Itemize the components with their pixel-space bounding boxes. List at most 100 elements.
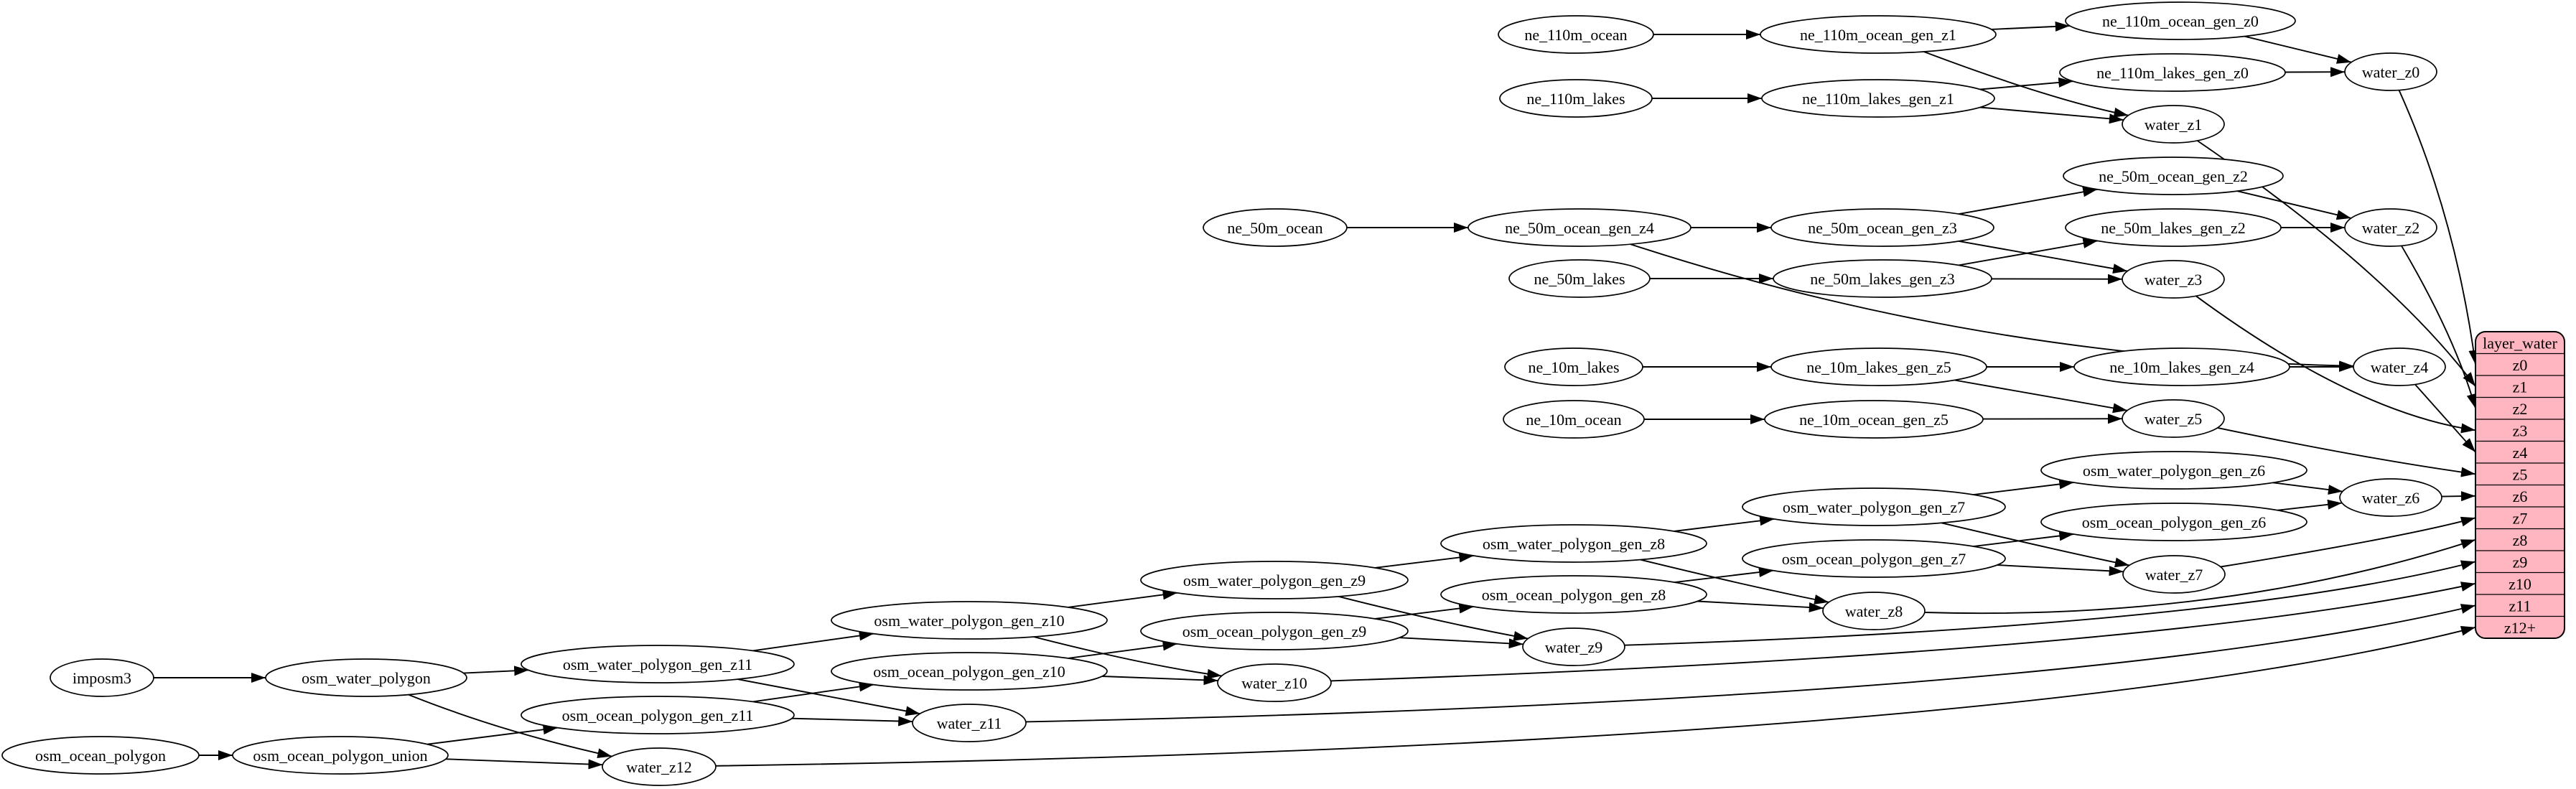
edge-ne_50m_ocean_gen_z3-to-water_z3	[1959, 240, 2128, 274]
node-label-osm_ocean_polygon_gen_z6: osm_ocean_polygon_gen_z6	[2082, 513, 2267, 531]
node-ne_110m_ocean: ne_110m_ocean	[1498, 15, 1654, 54]
node-water_z6: water_z6	[2339, 478, 2442, 517]
edge-ne_110m_lakes_gen_z1-to-ne_110m_lakes_gen_z0	[1980, 77, 2073, 90]
node-label-osm_ocean_polygon_gen_z10: osm_ocean_polygon_gen_z10	[873, 663, 1065, 681]
edge-osm_ocean_polygon_union-to-water_z12	[445, 758, 603, 770]
edge-water_z11-to-layer_water-z11	[1025, 604, 2476, 723]
node-water_z0: water_z0	[2344, 52, 2437, 91]
node-label-osm_water_polygon_gen_z10: osm_water_polygon_gen_z10	[874, 612, 1064, 630]
node-ellipse-ne_50m_ocean_gen_z2	[2063, 157, 2284, 195]
node-osm_water_polygon_gen_z7: osm_water_polygon_gen_z7	[1742, 487, 2006, 526]
node-ellipse-osm_ocean_polygon_gen_z10	[831, 652, 1108, 691]
node-water_z2: water_z2	[2344, 208, 2437, 247]
node-water_z12: water_z12	[602, 747, 717, 786]
node-ellipse-ne_50m_ocean_gen_z3	[1770, 208, 1994, 247]
node-label-ne_50m_ocean_gen_z4: ne_50m_ocean_gen_z4	[1505, 219, 1654, 237]
node-ellipse-osm_water_polygon_gen_z8	[1440, 524, 1707, 563]
edge-osm_water_polygon_gen_z8-to-osm_water_polygon_gen_z7	[1674, 515, 1775, 532]
node-ne_110m_ocean_gen_z1: ne_110m_ocean_gen_z1	[1760, 15, 1997, 54]
edge-ne_50m_ocean_gen_z4-to-water_z4	[1630, 243, 2354, 371]
edge-osm_water_polygon_gen_z8-to-water_z8	[1640, 559, 1829, 604]
node-label-ne_50m_ocean_gen_z2: ne_50m_ocean_gen_z2	[2099, 167, 2248, 185]
node-label-osm_water_polygon: osm_water_polygon	[302, 669, 431, 687]
node-water_z3: water_z3	[2122, 260, 2225, 299]
node-ellipse-osm_water_polygon_gen_z9	[1140, 561, 1409, 599]
node-osm_water_polygon_gen_z8: osm_water_polygon_gen_z8	[1440, 524, 1707, 563]
node-label-ne_110m_lakes_gen_z0: ne_110m_lakes_gen_z0	[2096, 64, 2249, 82]
node-osm_ocean_polygon_gen_z8: osm_ocean_polygon_gen_z8	[1440, 575, 1707, 614]
node-label-osm_ocean_polygon_union: osm_ocean_polygon_union	[253, 747, 427, 765]
node-imposm3: imposm3	[50, 658, 154, 697]
node-label-water_z10: water_z10	[1241, 674, 1307, 692]
edge-osm_ocean_polygon_gen_z7-to-water_z7	[1997, 564, 2124, 576]
node-label-osm_ocean_polygon_gen_z11: osm_ocean_polygon_gen_z11	[562, 706, 754, 724]
node-osm_ocean_polygon_gen_z6: osm_ocean_polygon_gen_z6	[2040, 503, 2307, 541]
node-ellipse-osm_ocean_polygon_gen_z11	[521, 696, 795, 734]
edge-water_z8-to-layer_water-z8	[1924, 538, 2476, 615]
node-label-ne_110m_lakes_gen_z1: ne_110m_lakes_gen_z1	[1802, 90, 1954, 108]
node-osm_water_polygon: osm_water_polygon	[265, 658, 467, 697]
node-osm_water_polygon_gen_z11: osm_water_polygon_gen_z11	[521, 645, 795, 683]
edge-water_z5-to-layer_water-z5	[2217, 426, 2476, 477]
node-label-water_z1: water_z1	[2145, 116, 2203, 134]
edge-water_z10-to-layer_water-z10	[1330, 582, 2476, 682]
edge-ne_50m_ocean_gen_z3-to-ne_50m_ocean_gen_z2	[1959, 187, 2098, 215]
node-label-osm_water_polygon_gen_z8: osm_water_polygon_gen_z8	[1483, 535, 1665, 553]
node-label-water_z0: water_z0	[2362, 63, 2420, 81]
node-osm_water_polygon_gen_z6: osm_water_polygon_gen_z6	[2040, 451, 2307, 490]
record-row-z11: z11	[2509, 597, 2531, 615]
node-ne_50m_ocean_gen_z3: ne_50m_ocean_gen_z3	[1770, 208, 1994, 247]
node-ellipse-water_z4	[2353, 347, 2446, 386]
node-water_z10: water_z10	[1217, 663, 1332, 702]
edge-osm_ocean_polygon_gen_z9-to-osm_ocean_polygon_gen_z8	[1374, 603, 1474, 620]
edge-osm_water_polygon_gen_z6-to-water_z6	[2272, 482, 2343, 495]
edge-water_z3-to-layer_water-z3	[2195, 295, 2476, 434]
record-row-z0: z0	[2513, 356, 2528, 374]
node-label-imposm3: imposm3	[73, 669, 131, 687]
node-label-ne_110m_ocean_gen_z1: ne_110m_ocean_gen_z1	[1800, 26, 1956, 44]
node-ne_110m_ocean_gen_z0: ne_110m_ocean_gen_z0	[2065, 1, 2296, 40]
node-ellipse-osm_water_polygon_gen_z7	[1742, 487, 2006, 526]
edge-ne_50m_ocean_gen_z2-to-water_z2	[2236, 190, 2352, 220]
node-label-ne_10m_ocean_gen_z5: ne_10m_ocean_gen_z5	[1799, 411, 1949, 429]
edge-water_z2-to-layer_water-z2	[2401, 245, 2477, 409]
record-row-z5: z5	[2513, 465, 2528, 483]
edge-ne_110m_lakes_gen_z1-to-water_z1	[1980, 106, 2124, 124]
node-ellipse-ne_50m_ocean_gen_z4	[1467, 208, 1691, 247]
record-row-z9: z9	[2513, 553, 2528, 571]
node-ellipse-water_z7	[2122, 555, 2226, 594]
record-row-z10: z10	[2509, 575, 2531, 593]
node-label-ne_50m_ocean_gen_z3: ne_50m_ocean_gen_z3	[1808, 219, 1957, 237]
node-ne_10m_ocean_gen_z5: ne_10m_ocean_gen_z5	[1764, 400, 1984, 439]
node-label-osm_ocean_polygon_gen_z8: osm_ocean_polygon_gen_z8	[1482, 586, 1666, 604]
node-ne_10m_ocean: ne_10m_ocean	[1503, 400, 1645, 439]
edge-osm_water_polygon_gen_z11-to-osm_water_polygon_gen_z10	[752, 630, 874, 652]
node-label-ne_10m_lakes_gen_z5: ne_10m_lakes_gen_z5	[1806, 358, 1951, 376]
record-row-z1: z1	[2513, 378, 2528, 396]
record-row-z7: z7	[2513, 509, 2528, 527]
record-title: layer_water	[2483, 334, 2557, 352]
node-label-ne_110m_lakes: ne_110m_lakes	[1526, 90, 1625, 108]
node-label-ne_50m_lakes_gen_z3: ne_50m_lakes_gen_z3	[1810, 270, 1955, 288]
node-osm_ocean_polygon_union: osm_ocean_polygon_union	[232, 736, 449, 775]
edge-osm_water_polygon_gen_z7-to-osm_water_polygon_gen_z6	[1973, 479, 2074, 496]
record-row-z2: z2	[2513, 400, 2528, 418]
node-ne_110m_lakes_gen_z1: ne_110m_lakes_gen_z1	[1761, 79, 1995, 118]
edge-water_z4-to-layer_water-z4	[2414, 383, 2476, 453]
node-water_z5: water_z5	[2122, 399, 2225, 438]
node-ellipse-ne_10m_lakes	[1504, 347, 1643, 386]
node-ellipse-water_z0	[2344, 52, 2437, 91]
edge-water_z7-to-layer_water-z7	[2220, 516, 2476, 568]
node-label-osm_ocean_polygon_gen_z7: osm_ocean_polygon_gen_z7	[1782, 550, 1966, 568]
node-label-osm_water_polygon_gen_z9: osm_water_polygon_gen_z9	[1183, 571, 1366, 589]
node-ellipse-ne_10m_ocean_gen_z5	[1764, 400, 1984, 439]
node-ne_10m_lakes_gen_z5: ne_10m_lakes_gen_z5	[1770, 347, 1987, 386]
edge-ne_110m_ocean_gen_z1-to-ne_110m_ocean_gen_z0	[1991, 21, 2070, 32]
node-ellipse-imposm3	[50, 658, 154, 697]
edge-water_z9-to-layer_water-z9	[1624, 560, 2476, 646]
node-water_z4: water_z4	[2353, 347, 2446, 386]
node-label-osm_water_polygon_gen_z6: osm_water_polygon_gen_z6	[2083, 462, 2265, 480]
node-ellipse-ne_110m_ocean	[1498, 15, 1654, 54]
node-ellipse-osm_ocean_polygon_gen_z7	[1742, 539, 2006, 578]
node-ellipse-osm_water_polygon_gen_z10	[831, 601, 1108, 640]
